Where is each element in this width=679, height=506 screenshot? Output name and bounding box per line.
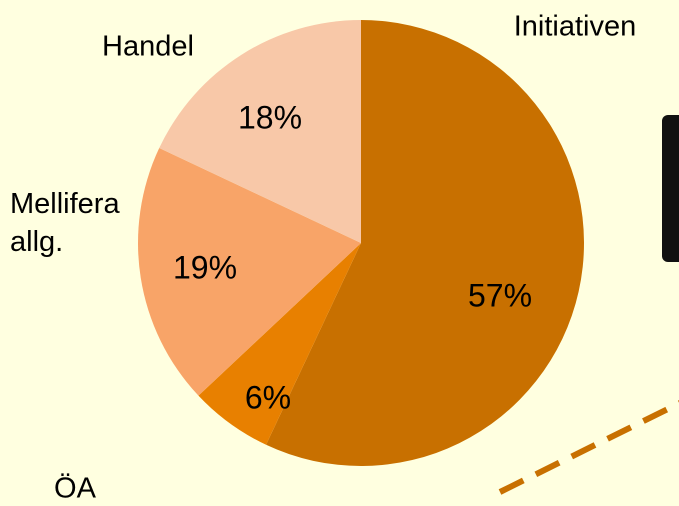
pie-slice <box>198 243 361 445</box>
value-label: 19% <box>173 249 237 285</box>
category-label: Handel <box>102 31 194 63</box>
pie-slice <box>266 20 584 466</box>
pie-slice <box>159 20 361 243</box>
category-label: Mellifera allg. <box>10 188 120 258</box>
category-label: ÖA <box>54 473 97 505</box>
value-label: 18% <box>238 99 302 135</box>
dashed-line <box>498 400 679 495</box>
category-label: Initiativen <box>514 11 637 43</box>
value-label: 57% <box>468 277 532 313</box>
side-box <box>662 115 679 262</box>
value-label: 6% <box>245 379 291 415</box>
pie-slice <box>138 148 361 396</box>
